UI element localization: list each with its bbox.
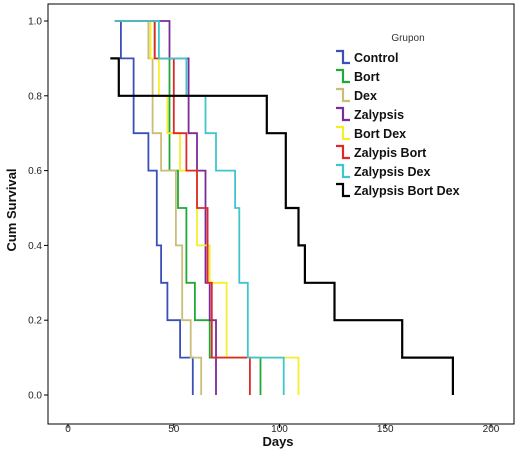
x-axis-title: Days	[262, 434, 293, 449]
x-tick-label: 50	[168, 424, 180, 435]
legend-swatch-zalypsis-bort-dex	[336, 182, 350, 198]
legend-label-zalypsis-dex: Zalypsis Dex	[354, 165, 430, 179]
legend-swatch-zalypsis-dex	[336, 163, 350, 179]
y-axis-title: Cum Survival	[4, 168, 19, 251]
y-axis: 0.0 0.2 0.4 0.6 0.8 1.0	[28, 17, 48, 402]
series-line-control	[114, 20, 194, 395]
y-tick-label: 0.6	[28, 166, 42, 177]
legend-label-control: Control	[354, 51, 398, 65]
x-axis: 0 50 100 150 200	[65, 424, 500, 435]
legend-swatch-bort	[336, 68, 350, 84]
x-tick-label: 200	[483, 424, 500, 435]
legend-swatch-zalypsis	[336, 106, 350, 122]
y-tick-label: 0.8	[28, 91, 42, 102]
legend-title: Grupon	[391, 33, 424, 44]
legend-label-bort: Bort	[354, 70, 381, 84]
legend-label-dex: Dex	[354, 89, 377, 103]
legend-label-bort-dex: Bort Dex	[354, 127, 406, 141]
y-tick-label: 0.0	[28, 391, 42, 402]
legend-label-zalypsis-bort-dex: Zalypsis Bort Dex	[354, 184, 460, 198]
legend-label-zalypis-bort: Zalypis Bort	[354, 146, 427, 160]
y-tick-label: 1.0	[28, 17, 42, 28]
legend-swatch-dex	[336, 87, 350, 103]
legend-swatch-bort-dex	[336, 125, 350, 141]
legend-label-zalypsis: Zalypsis	[354, 108, 404, 122]
x-tick-label: 150	[377, 424, 394, 435]
plot-frame	[47, 3, 515, 425]
x-tick-label: 100	[271, 424, 288, 435]
legend-swatch-zalypis-bort	[336, 144, 350, 160]
series-line-zalypsis-bort-dex	[110, 57, 454, 395]
y-tick-label: 0.2	[28, 316, 42, 327]
x-tick-label: 0	[65, 424, 71, 435]
legend: Grupon Control Bort Dex Zalypsis Bort Dex Zal…	[336, 33, 460, 198]
y-tick-label: 0.4	[28, 241, 42, 252]
legend-swatch-control	[336, 49, 350, 65]
series-line-zalypsis-dex	[114, 20, 285, 395]
series-lines	[110, 20, 454, 395]
